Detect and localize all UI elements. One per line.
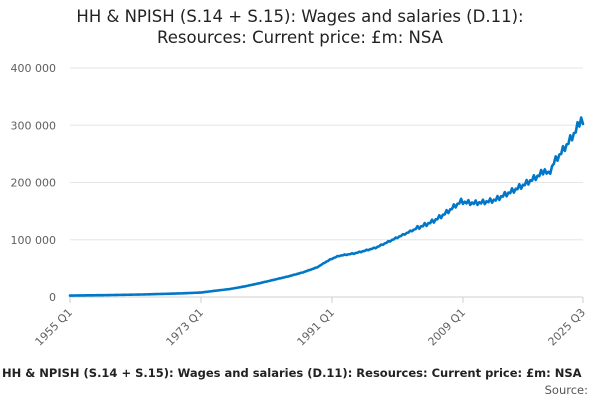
x-tick-label: 1955 Q1 bbox=[33, 306, 76, 349]
x-tick-label: 2009 Q1 bbox=[426, 306, 469, 349]
chart-title-line-2: Resources: Current price: £m: NSA bbox=[157, 28, 443, 47]
footer-source: Source: bbox=[544, 383, 588, 397]
chart-title: HH & NPISH (S.14 + S.15): Wages and sala… bbox=[0, 6, 600, 48]
series-line bbox=[68, 116, 585, 297]
y-tick-label: 300 000 bbox=[11, 119, 57, 132]
x-tick-label: 1973 Q1 bbox=[164, 306, 207, 349]
y-tick-label: 400 000 bbox=[11, 62, 57, 75]
x-axis-ticks: 1955 Q1 1973 Q1 1991 Q1 2009 Q1 2025 Q3 bbox=[33, 297, 589, 349]
y-tick-label: 0 bbox=[49, 291, 56, 304]
x-tick-label: 2025 Q3 bbox=[546, 306, 589, 349]
chart-title-line-1: HH & NPISH (S.14 + S.15): Wages and sala… bbox=[76, 7, 524, 26]
x-tick-label: 1991 Q1 bbox=[295, 306, 338, 349]
y-tick-label: 100 000 bbox=[11, 234, 57, 247]
y-tick-label: 200 000 bbox=[11, 177, 57, 190]
footer-title: HH & NPISH (S.14 + S.15): Wages and sala… bbox=[2, 366, 582, 380]
y-axis-ticks: 0 100 000 200 000 300 000 400 000 bbox=[11, 62, 57, 304]
series-group bbox=[68, 116, 585, 297]
gridlines bbox=[70, 67, 583, 298]
